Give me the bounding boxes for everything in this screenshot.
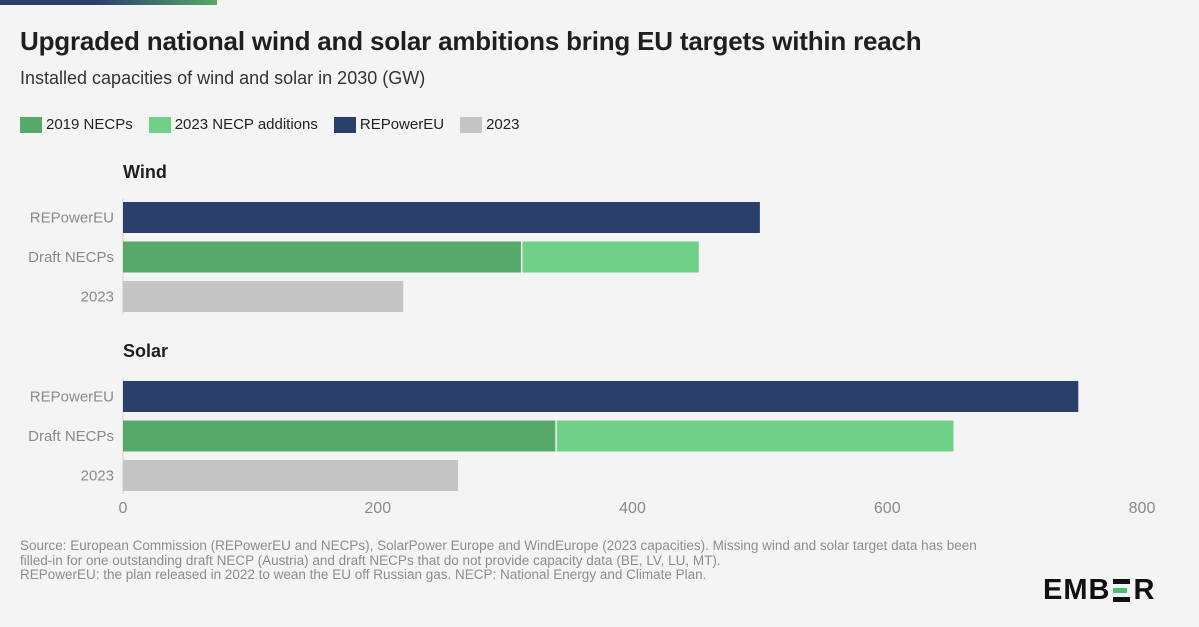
category-label-solar-draft-necps: Draft NECPs: [28, 428, 114, 445]
legend-swatch: [148, 116, 171, 133]
x-tick-label: 800: [1129, 500, 1156, 517]
bar-solar-repowereu-repowereu: [123, 381, 1079, 412]
category-label-solar-2023: 2023: [81, 468, 114, 485]
ember-logo: EMB R: [1043, 574, 1155, 607]
legend-label: 2019 NECPs: [46, 116, 133, 133]
category-label-wind-draft-necps: Draft NECPs: [28, 249, 114, 266]
panel-title-wind: Wind: [123, 162, 167, 182]
legend-swatch: [460, 116, 483, 133]
chart-footer: Source: European Commission (REPowerEU a…: [20, 538, 1010, 583]
legend-label: 2023 NECP additions: [174, 116, 318, 133]
legend-item-repowereu: REPowerEU: [333, 116, 445, 133]
x-tick-label: 0: [119, 500, 128, 517]
bar-solar-2023-2023: [123, 460, 458, 491]
bar-wind-repowereu-repowereu: [123, 202, 760, 233]
logo-e-glyph: [1113, 579, 1131, 602]
chart-subtitle: Installed capacities of wind and solar i…: [20, 68, 426, 88]
bar-solar-draft-necps-2019-necps: [123, 420, 557, 452]
category-label-wind-2023: 2023: [81, 289, 114, 306]
legend: 2019 NECPs 2023 NECP additions REPowerEU…: [20, 116, 519, 133]
legend-label: REPowerEU: [359, 116, 445, 133]
logo-text-left: EMB: [1043, 574, 1111, 606]
bar-chart: Wind REPowerEU Draft NECPs 2023 Solar REPower…: [28, 162, 1156, 517]
definition-note: REPowerEU: the plan released in 2022 to …: [20, 567, 707, 582]
bar-wind-draft-necps-2019-necps: [123, 241, 522, 273]
legend-label: 2023: [486, 116, 520, 133]
top-accent-bar: [0, 0, 217, 5]
chart-title: Upgraded national wind and solar ambitio…: [20, 26, 922, 56]
bar-solar-draft-necps-2023-necp-additions: [556, 420, 954, 452]
bar-wind-2023-2023: [123, 281, 404, 312]
category-label-wind-repowereu: REPowerEU: [30, 210, 114, 227]
legend-swatch: [333, 116, 356, 133]
legend-item-2019-necps: 2019 NECPs: [20, 116, 133, 133]
bar-wind-draft-necps-2023-necp-additions: [521, 241, 699, 273]
source-note: Source: European Commission (REPowerEU a…: [20, 538, 977, 568]
x-tick-label: 200: [364, 500, 391, 517]
legend-item-2023-necp-additions: 2023 NECP additions: [148, 116, 318, 133]
legend-swatch: [20, 116, 42, 133]
legend-item-2023: 2023: [460, 116, 519, 133]
x-tick-label: 400: [619, 500, 646, 517]
logo-text-right: R: [1133, 574, 1156, 606]
panel-title-solar: Solar: [123, 341, 168, 361]
x-tick-label: 600: [874, 500, 901, 517]
category-label-solar-repowereu: REPowerEU: [30, 389, 114, 406]
